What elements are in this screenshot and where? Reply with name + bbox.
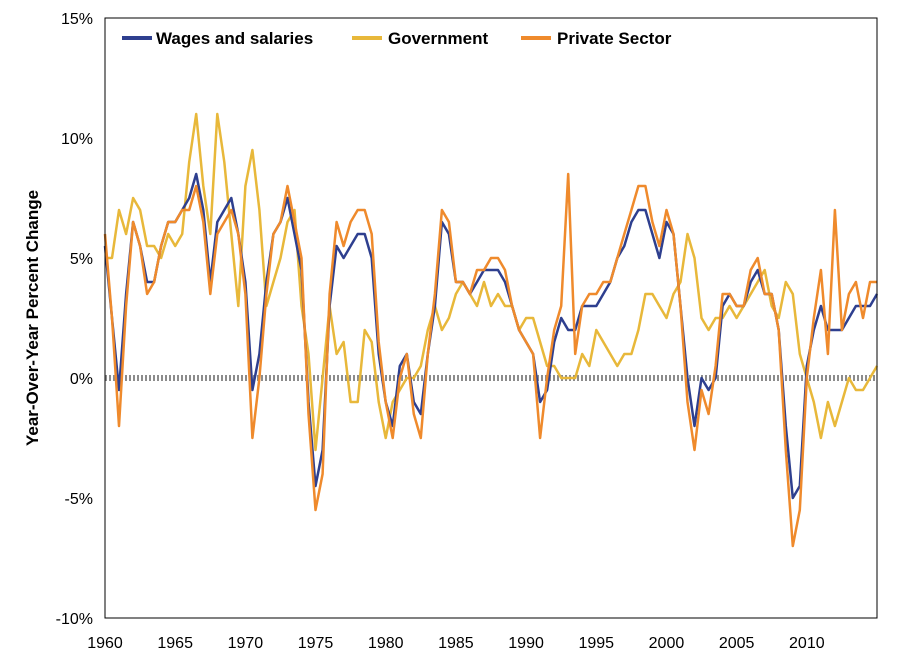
y-tick-label: 10% bbox=[61, 131, 93, 148]
y-tick-label: 5% bbox=[70, 251, 93, 268]
x-tick-label: 1980 bbox=[368, 635, 404, 652]
legend: Wages and salaries Government Private Se… bbox=[122, 29, 672, 48]
legend-label-government: Government bbox=[388, 29, 488, 48]
plot-area-frame bbox=[104, 17, 878, 619]
x-tick-label: 1975 bbox=[298, 635, 334, 652]
y-tick-label: -10% bbox=[56, 611, 93, 628]
x-axis-ticks: 1960 1965 1970 1975 1980 1985 1990 1995 2000 2005… bbox=[87, 635, 825, 652]
y-tick-label: -5% bbox=[65, 491, 93, 508]
legend-label-private-sector: Private Sector bbox=[557, 29, 672, 48]
x-tick-label: 1990 bbox=[508, 635, 544, 652]
x-tick-label: 1970 bbox=[228, 635, 264, 652]
x-tick-label: 1995 bbox=[578, 635, 614, 652]
series-lines bbox=[103, 112, 879, 548]
x-tick-label: 2005 bbox=[719, 635, 755, 652]
x-tick-label: 1960 bbox=[87, 635, 123, 652]
legend-label-wages: Wages and salaries bbox=[156, 29, 313, 48]
series-line-private-sector bbox=[103, 172, 877, 548]
series-line-wages-and-salaries bbox=[103, 172, 879, 500]
x-tick-label: 1965 bbox=[157, 635, 193, 652]
y-axis-title: Year-Over-Year Percent Change bbox=[23, 190, 42, 446]
y-tick-label: 15% bbox=[61, 11, 93, 28]
y-tick-label: 0% bbox=[70, 371, 93, 388]
x-tick-label: 2010 bbox=[789, 635, 825, 652]
series-line-government bbox=[105, 112, 879, 452]
x-tick-label: 2000 bbox=[649, 635, 685, 652]
y-axis-ticks: 15% 10% 5% 0% -5% -10% bbox=[56, 11, 93, 628]
x-tick-label: 1985 bbox=[438, 635, 474, 652]
